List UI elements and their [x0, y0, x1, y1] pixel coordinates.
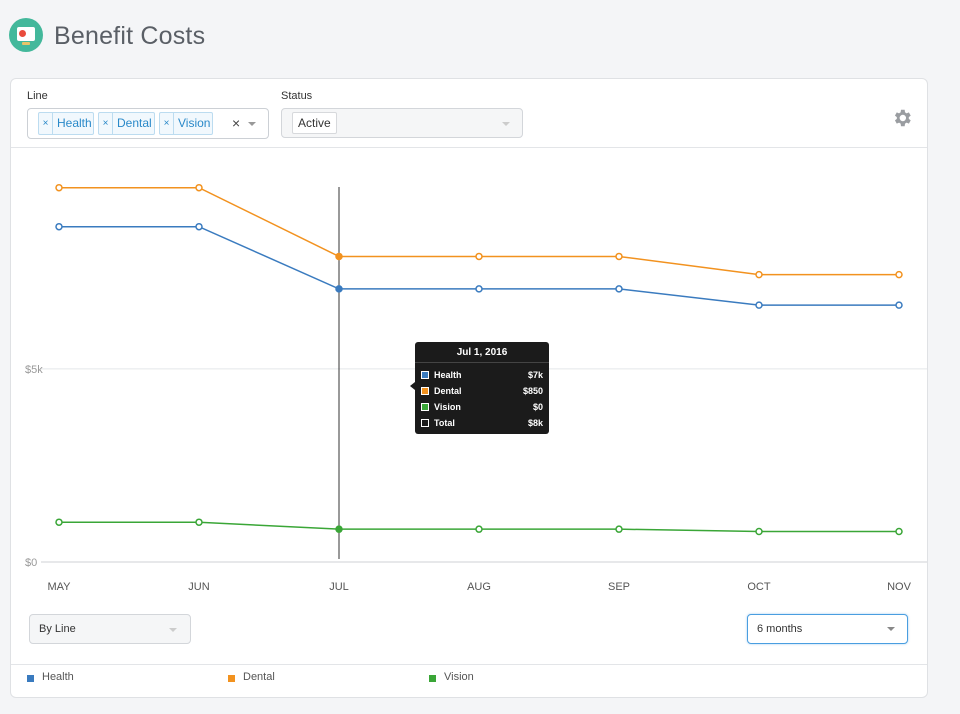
data-point-dental — [335, 252, 343, 261]
date-range-select[interactable]: 6 months — [747, 614, 908, 644]
x-tick-label: SEP — [608, 581, 630, 593]
series-line-dental — [59, 186, 899, 276]
tooltip-name: Vision — [434, 402, 461, 412]
tooltip-divider — [415, 362, 549, 363]
data-point-health — [475, 285, 483, 293]
tooltip-name: Total — [434, 418, 455, 428]
data-point-dental — [475, 252, 483, 261]
date-range-value: 6 months — [757, 623, 803, 635]
data-point-dental — [55, 183, 63, 192]
x-tick-label: JUN — [188, 581, 209, 593]
group-by-select[interactable]: By Line — [29, 614, 191, 644]
stand-shape — [22, 42, 30, 45]
x-tick-label: OCT — [747, 581, 771, 593]
data-point-health — [55, 222, 63, 231]
data-point-dental — [615, 252, 623, 261]
gear-icon[interactable] — [891, 107, 913, 129]
chart-dot — [19, 30, 26, 37]
chevron-down-icon[interactable] — [502, 122, 510, 126]
data-point-health — [195, 222, 203, 231]
status-value: Active — [292, 112, 337, 134]
chevron-down-icon[interactable] — [248, 122, 256, 126]
data-point-vision — [895, 527, 903, 536]
tooltip-name: Dental — [434, 386, 462, 396]
legend-label: Health — [42, 671, 74, 683]
tag-label: Vision — [178, 116, 211, 130]
data-point-health — [615, 285, 623, 293]
dental-swatch — [421, 387, 429, 395]
data-point-vision — [335, 525, 343, 533]
header-divider — [11, 147, 927, 148]
tag-health: × Health — [38, 112, 94, 135]
x-tick-label: JUL — [329, 581, 349, 593]
tooltip-value: $8k — [527, 418, 543, 428]
legend-label: Dental — [243, 671, 275, 683]
chevron-down-icon[interactable] — [169, 628, 177, 632]
data-point-dental — [195, 183, 203, 192]
series-line-health — [59, 225, 899, 306]
health-swatch — [421, 371, 429, 379]
y-tick-label: $0 — [25, 557, 37, 569]
tag-dental: × Dental — [98, 112, 155, 135]
data-point-vision — [755, 527, 763, 536]
status-filter-label: Status — [281, 90, 313, 102]
data-point-vision — [55, 518, 63, 526]
tag-label: Dental — [117, 116, 152, 130]
line-chart: $0 $5k MAY JUN JUL AUG SEP OCT NOV — [25, 183, 927, 593]
data-point-health — [895, 301, 903, 309]
tooltip-value: $0 — [532, 402, 543, 412]
chart-card: Line × Health × Dental × Vision × Status… — [10, 78, 928, 698]
tooltip-row-health: Health $7k — [421, 369, 543, 383]
tooltip-title: Jul 1, 2016 — [456, 347, 508, 358]
data-point-dental — [755, 270, 763, 279]
tag-vision: × Vision — [159, 112, 213, 135]
group-by-value: By Line — [39, 623, 76, 635]
tooltip-value: $850 — [522, 386, 543, 396]
line-filter-select[interactable]: × Health × Dental × Vision × — [27, 108, 269, 139]
page-title: Benefit Costs — [54, 22, 206, 50]
status-select[interactable]: Active — [281, 108, 523, 138]
total-swatch — [421, 419, 429, 427]
dental-swatch — [228, 675, 235, 682]
tag-label: Health — [57, 116, 92, 130]
data-point-dental — [895, 270, 903, 279]
line-filter-label: Line — [27, 90, 48, 102]
tooltip-row-vision: Vision $0 — [421, 401, 543, 415]
vision-swatch — [429, 675, 436, 682]
legend-label: Vision — [444, 671, 474, 683]
x-tick-label: AUG — [467, 581, 491, 593]
tag-remove-health[interactable]: × — [39, 113, 53, 134]
chart-tooltip: Jul 1, 2016 Health $7k Dental $850 Visio… — [410, 342, 549, 434]
data-point-health — [755, 301, 763, 309]
x-tick-label: MAY — [47, 581, 71, 593]
x-tick-label: NOV — [887, 581, 912, 593]
tag-remove-dental[interactable]: × — [99, 113, 113, 134]
data-point-vision — [475, 525, 483, 533]
app-icon — [9, 18, 43, 52]
tooltip-name: Health — [434, 370, 462, 380]
tooltip-row-dental: Dental $850 — [421, 385, 543, 399]
vision-swatch — [421, 403, 429, 411]
tag-remove-vision[interactable]: × — [160, 113, 174, 134]
data-point-health — [335, 285, 343, 293]
chevron-down-icon[interactable] — [887, 627, 895, 631]
data-point-vision — [195, 518, 203, 526]
health-swatch — [27, 675, 34, 682]
clear-selection-icon[interactable]: × — [232, 115, 241, 131]
legend-divider — [11, 664, 927, 665]
tooltip-row-total: Total $8k — [421, 417, 543, 431]
y-tick-label: $5k — [25, 364, 43, 376]
data-point-vision — [615, 525, 623, 533]
tooltip-value: $7k — [527, 370, 543, 380]
